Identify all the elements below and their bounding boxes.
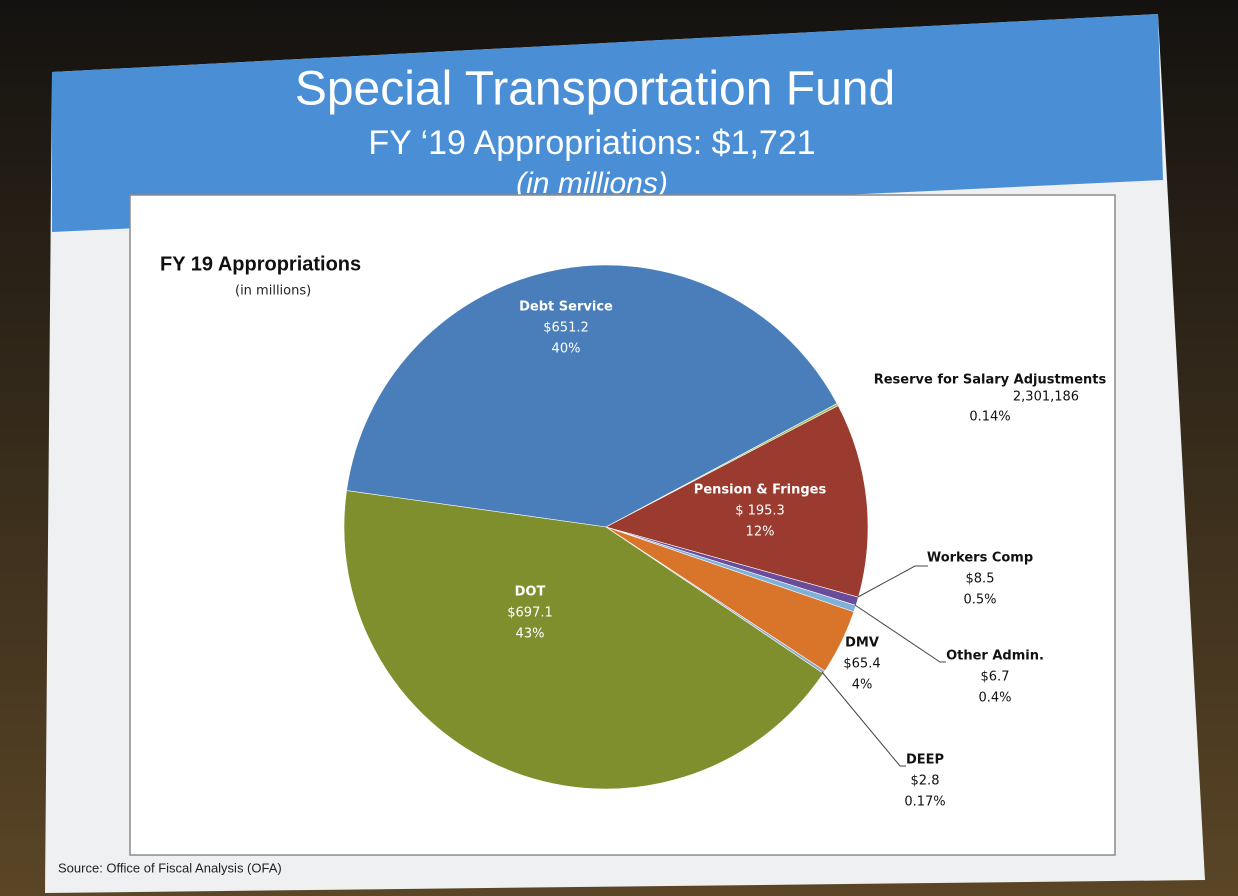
percent-label: 4% [852, 678, 873, 693]
value-label: $697.1 [507, 606, 553, 621]
chart-subtitle: (in millions) [235, 284, 311, 299]
percent-label: 0.4% [978, 691, 1011, 706]
percent-label: 0.17% [904, 795, 945, 810]
header-band [52, 14, 1163, 232]
pie-slice [605, 405, 869, 598]
slice-label: Reserve for Salary Adjustments [874, 373, 1107, 388]
chart-title: FY 19 Appropriations [160, 253, 361, 275]
value-label: 2,301,186 [1013, 390, 1079, 405]
value-label: $651.2 [543, 321, 589, 336]
value-label: $8.5 [966, 572, 995, 587]
leader-line [821, 671, 906, 767]
percent-label: 0.14% [969, 410, 1010, 425]
value-label: $6.7 [981, 670, 1010, 685]
percent-label: 43% [516, 627, 545, 642]
percent-label: 40% [552, 342, 581, 357]
slide-subtitle: FY ‘19 Appropriations: $1,721 [368, 124, 815, 162]
source: Source: Office of Fiscal Analysis (OFA) [58, 860, 282, 875]
percent-label: 12% [746, 525, 775, 540]
slice-label: Pension & Fringes [694, 483, 827, 498]
pie-slice [346, 264, 838, 528]
slice-label: Other Admin. [946, 649, 1044, 664]
percent-label: 0.5% [963, 593, 996, 608]
slide-title: Special Transportation Fund [295, 63, 895, 116]
slice-label: DEEP [906, 753, 944, 768]
pie-slice [343, 490, 824, 790]
value-label: $ 195.3 [735, 504, 785, 519]
slice-label: Workers Comp [927, 551, 1033, 566]
slice-label: DMV [845, 636, 879, 651]
slice-label: DOT [515, 585, 546, 600]
value-label: $65.4 [843, 657, 880, 672]
value-label: $2.8 [911, 774, 940, 789]
leader-line [857, 565, 928, 598]
leader-line [854, 604, 946, 663]
slice-label: Debt Service [519, 300, 613, 315]
